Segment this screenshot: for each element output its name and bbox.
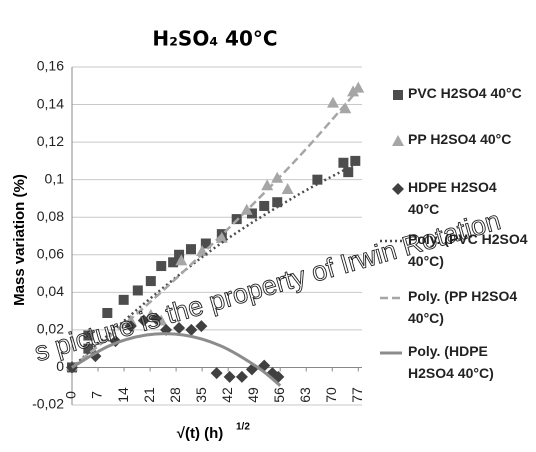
point — [245, 363, 258, 376]
trend-line — [71, 88, 360, 369]
y-tick-label: 0,12 — [37, 133, 64, 149]
point — [175, 254, 188, 266]
point — [347, 85, 360, 97]
point — [215, 231, 228, 243]
point — [155, 314, 168, 326]
x-tick-label: 70 — [323, 387, 339, 403]
x-tick-label: 14 — [115, 387, 131, 403]
point — [327, 96, 339, 108]
point — [392, 135, 404, 146]
x-axis-label-exponent: 1/2 — [236, 422, 250, 433]
y-axis-label: Mass variation (%) — [11, 174, 28, 306]
point — [210, 367, 223, 380]
point — [350, 155, 361, 166]
x-tick-label: 28 — [167, 387, 183, 403]
x-axis-label: √(t) (h) — [177, 425, 224, 442]
point — [145, 276, 156, 287]
point — [196, 245, 209, 257]
point — [338, 157, 349, 168]
legend-label: HDPE H2SO4 40°C — [408, 179, 497, 217]
x-tick-label: 56 — [271, 387, 287, 403]
legend-label: Poly. (HDPE H2SO4 40°C) — [408, 343, 494, 381]
point — [137, 314, 150, 327]
point — [173, 322, 186, 335]
point — [185, 244, 196, 255]
point — [150, 312, 163, 325]
legend-label: PVC H2SO4 40°C — [408, 85, 522, 101]
point — [281, 183, 294, 195]
point — [118, 294, 129, 305]
point — [235, 370, 248, 383]
point — [168, 257, 179, 268]
legend-label: Poly. (PP H2SO4 40°C) — [408, 288, 518, 326]
point — [272, 197, 283, 208]
x-tick-label: 35 — [193, 387, 209, 403]
point — [259, 200, 270, 211]
point — [83, 330, 94, 341]
y-tick-label: 0,04 — [37, 283, 64, 299]
point — [339, 102, 352, 114]
y-tick-label: 0,02 — [37, 321, 64, 337]
y-tick-label: -0,02 — [32, 396, 64, 412]
point — [132, 285, 143, 296]
x-tick-label: 77 — [349, 387, 365, 403]
chart-title: H₂SO₄ 40°C — [152, 27, 277, 51]
point — [200, 238, 211, 249]
trend-line — [71, 161, 359, 369]
x-tick-label: 42 — [219, 387, 235, 403]
point — [223, 370, 236, 383]
point — [83, 343, 94, 354]
x-tick-label: 0 — [63, 391, 79, 399]
trend-line — [71, 332, 282, 387]
point — [195, 320, 208, 333]
y-tick-label: 0 — [56, 358, 64, 374]
x-tick-label: 63 — [297, 387, 313, 403]
point — [124, 320, 137, 333]
y-tick-label: 0,1 — [45, 170, 65, 186]
point — [312, 174, 323, 185]
point — [352, 81, 365, 93]
y-tick-label: 0,14 — [37, 95, 64, 111]
point — [156, 261, 167, 272]
y-tick-label: 0,08 — [37, 208, 64, 224]
legend-label: PP H2SO4 40°C — [408, 131, 512, 147]
point — [343, 167, 354, 178]
x-tick-label: 21 — [141, 387, 157, 403]
point — [392, 183, 404, 195]
point — [102, 307, 113, 318]
legend-label: Poly. (PVC H2SO4 40°C) — [408, 231, 528, 269]
point — [393, 90, 403, 100]
x-tick-label: 7 — [89, 391, 105, 399]
y-tick-label: 0,06 — [37, 245, 64, 261]
point — [185, 323, 198, 336]
y-tick-label: 0,16 — [37, 58, 64, 74]
point — [174, 249, 185, 260]
point — [271, 171, 284, 183]
x-tick-label: 49 — [245, 387, 261, 403]
